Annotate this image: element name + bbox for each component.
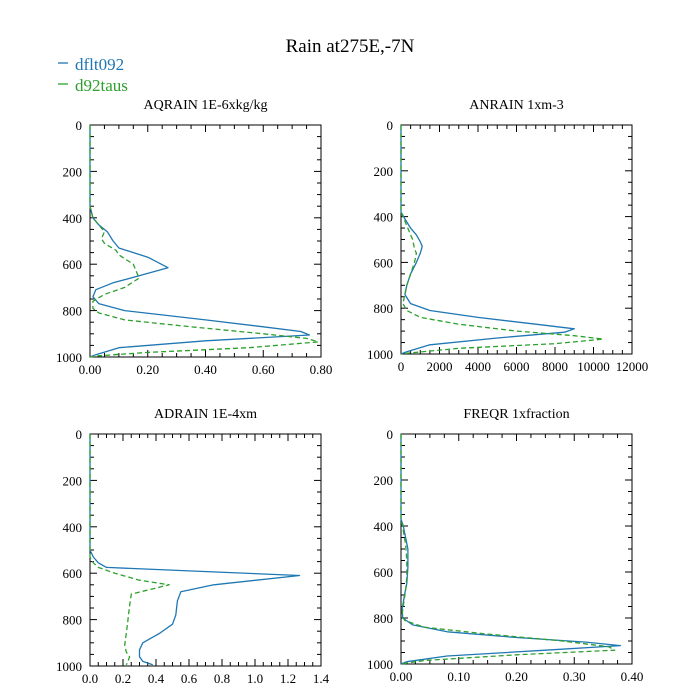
y-tick-label-aqrain: 1000: [56, 350, 82, 365]
x-tick-label-anrain: 12000: [616, 359, 649, 374]
x-tick-label-adrain: 0.6: [181, 671, 198, 686]
x-tick-label-freqr: 0.30: [563, 669, 586, 684]
series-line-dflt092-anrain: [400, 125, 575, 355]
x-tick-label-anrain: 6000: [504, 359, 530, 374]
plot-frame-adrain: [89, 433, 322, 667]
y-tick-label-adrain: 200: [63, 473, 83, 488]
plot-frame-aqrain: [89, 124, 322, 358]
y-tick-label-freqr: 400: [374, 519, 394, 534]
y-tick-label-aqrain: 400: [63, 211, 83, 226]
series-line-d92taus-anrain: [400, 125, 604, 355]
series-line-dflt092-adrain: [89, 434, 301, 666]
y-tick-label-adrain: 0: [76, 427, 83, 442]
y-tick-label-adrain: 600: [63, 566, 83, 581]
x-tick-label-adrain: 0.2: [115, 671, 131, 686]
x-tick-label-aqrain: 0.20: [136, 362, 159, 377]
y-tick-label-anrain: 600: [374, 255, 394, 270]
x-tick-label-aqrain: 0.60: [252, 362, 275, 377]
legend: dflt092 d92taus: [58, 55, 128, 95]
x-tick-label-freqr: 0.10: [447, 669, 470, 684]
y-tick-label-freqr: 600: [374, 565, 394, 580]
y-tick-label-anrain: 200: [374, 164, 394, 179]
panel-aqrain: AQRAIN 1E-6xkg/kg 0 200 400 600 800 10000.00 0.…: [56, 98, 332, 377]
x-tick-label-aqrain: 0.80: [310, 362, 333, 377]
panel-title-freqr: FREQR 1xfraction: [463, 407, 569, 422]
y-tick-label-adrain: 800: [63, 613, 83, 628]
panel-freqr: FREQR 1xfraction 0 200 400 600 800 10000.00 0.1…: [367, 407, 643, 684]
panel-adrain: ADRAIN 1E-4xm 0 200 400 600 800 10000.0 0.2 0.4 0…: [56, 407, 330, 686]
y-tick-label-aqrain: 200: [63, 164, 83, 179]
x-tick-label-freqr: 0.20: [505, 669, 528, 684]
y-tick-label-freqr: 800: [374, 611, 394, 626]
plot-frame-anrain: [400, 124, 633, 355]
x-tick-label-anrain: 4000: [465, 359, 491, 374]
x-tick-label-freqr: 0.00: [390, 669, 413, 684]
series-line-d92taus-freqr: [400, 434, 616, 665]
y-tick-label-anrain: 1000: [367, 347, 393, 362]
x-tick-label-anrain: 10000: [577, 359, 610, 374]
panel-title-adrain: ADRAIN 1E-4xm: [154, 407, 257, 422]
y-tick-label-freqr: 200: [374, 473, 394, 488]
x-tick-label-adrain: 1.0: [247, 671, 263, 686]
x-tick-label-adrain: 0.4: [148, 671, 165, 686]
legend-label-dflt092: dflt092: [75, 55, 124, 74]
y-tick-label-aqrain: 600: [63, 257, 83, 272]
x-tick-label-adrain: 0.8: [214, 671, 230, 686]
figure-title: Rain at275E,-7N: [286, 36, 415, 57]
series-line-d92taus-aqrain: [89, 125, 319, 358]
y-tick-label-anrain: 400: [374, 210, 394, 225]
y-tick-label-aqrain: 0: [76, 118, 83, 133]
y-tick-label-anrain: 800: [374, 301, 394, 316]
x-tick-label-freqr: 0.40: [621, 669, 644, 684]
x-tick-label-anrain: 0: [398, 359, 405, 374]
y-tick-label-anrain: 0: [387, 118, 394, 133]
series-line-d92taus-adrain: [89, 434, 170, 666]
series-line-dflt092-aqrain: [89, 125, 311, 358]
y-tick-label-freqr: 1000: [367, 657, 393, 672]
y-tick-label-freqr: 0: [387, 427, 394, 442]
x-tick-label-anrain: 8000: [542, 359, 568, 374]
x-tick-label-aqrain: 0.40: [194, 362, 217, 377]
panel-title-aqrain: AQRAIN 1E-6xkg/kg: [143, 98, 267, 113]
x-tick-label-anrain: 2000: [427, 359, 453, 374]
series-line-dflt092-freqr: [400, 434, 622, 665]
legend-label-d92taus: d92taus: [75, 76, 128, 95]
x-tick-label-aqrain: 0.00: [79, 362, 102, 377]
x-tick-label-adrain: 0.0: [82, 671, 98, 686]
x-tick-label-adrain: 1.2: [280, 671, 296, 686]
y-tick-label-adrain: 1000: [56, 659, 82, 674]
x-tick-label-adrain: 1.4: [313, 671, 330, 686]
panel-title-anrain: ANRAIN 1xm-3: [469, 98, 564, 113]
y-tick-label-aqrain: 800: [63, 304, 83, 319]
y-tick-label-adrain: 400: [63, 520, 83, 535]
